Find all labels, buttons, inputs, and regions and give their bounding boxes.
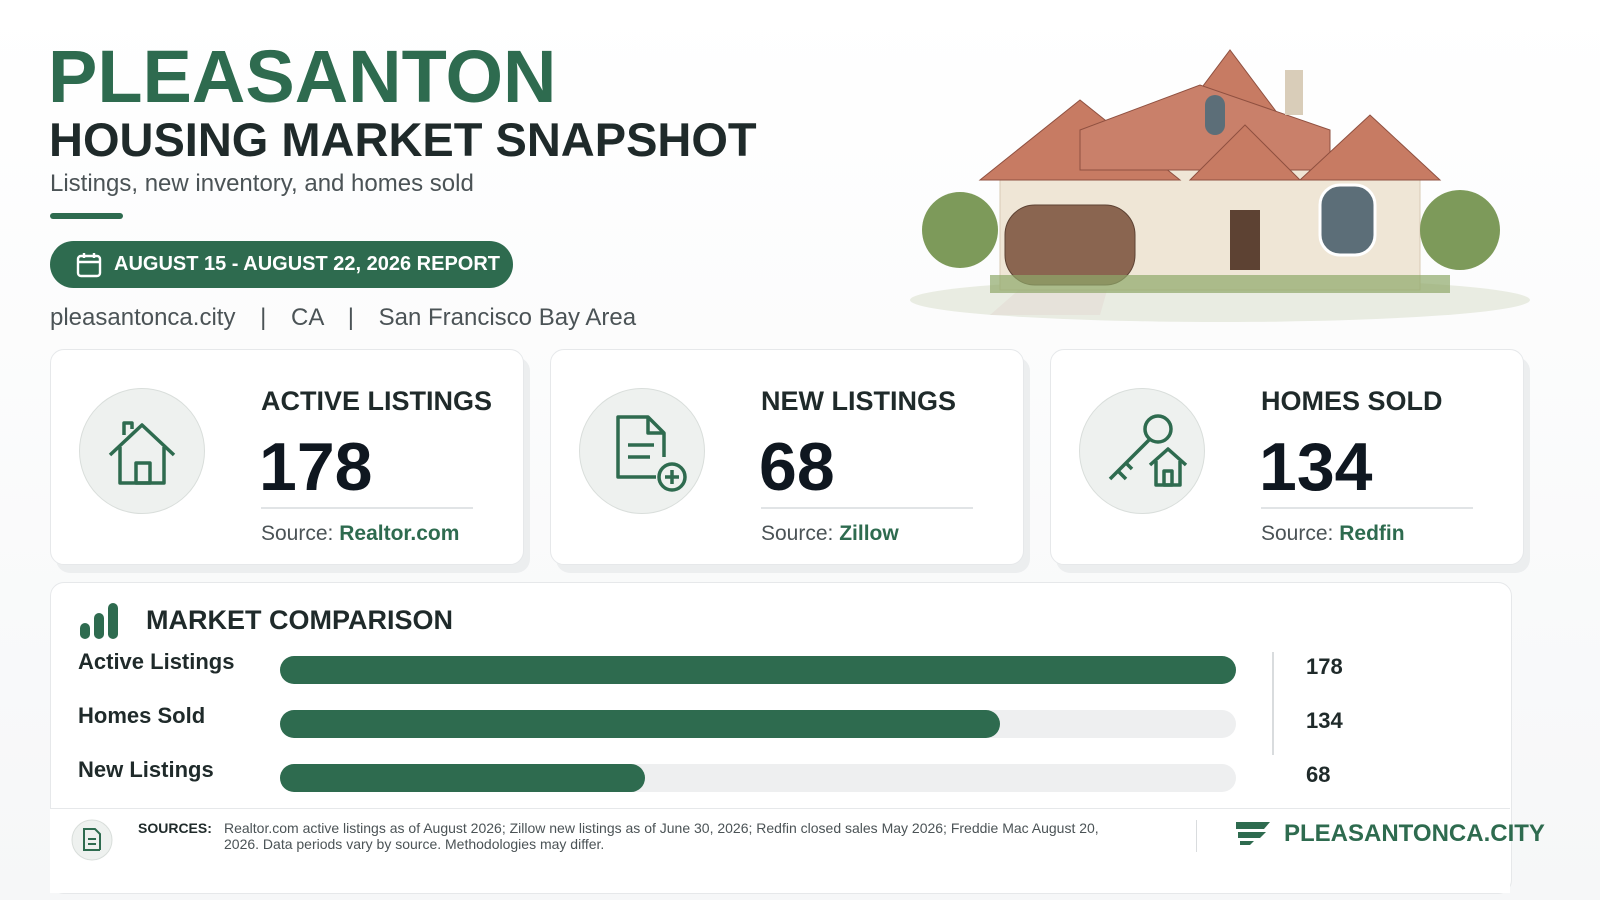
document-icon bbox=[616, 415, 687, 492]
value-label: 134 bbox=[1306, 708, 1343, 733]
sources-label: SOURCES: bbox=[138, 820, 212, 836]
sources-text: Realtor.com active listings as of August… bbox=[224, 820, 1099, 852]
house-illustration bbox=[910, 49, 1530, 322]
bar bbox=[280, 764, 646, 792]
bar-track bbox=[280, 656, 1236, 684]
card-source: Source: Zillow bbox=[761, 522, 899, 546]
value-label: 178 bbox=[1306, 654, 1343, 679]
subtitle: HOUSING MARKET SNAPSHOT bbox=[49, 113, 757, 166]
report-badge: AUGUST 15 - AUGUST 22, 2026 REPORT bbox=[50, 241, 513, 288]
divider bbox=[1272, 652, 1274, 755]
card-label: NEW LISTINGS bbox=[761, 386, 956, 416]
card-rule bbox=[261, 507, 473, 509]
category-label: Active Listings bbox=[78, 649, 235, 674]
calendar-icon bbox=[76, 253, 102, 278]
source-name: Redfin bbox=[1339, 522, 1405, 545]
meta-line: pleasantonca.city | CA | San Francisco B… bbox=[50, 304, 636, 332]
bar-track bbox=[280, 710, 1236, 738]
divider bbox=[1196, 820, 1197, 852]
state: CA bbox=[291, 304, 324, 331]
value-label: 68 bbox=[1306, 762, 1331, 787]
brand-logo bbox=[1236, 822, 1270, 845]
key-icon bbox=[1108, 414, 1188, 487]
category-label: Homes Sold bbox=[78, 703, 206, 728]
bar bbox=[280, 710, 1000, 738]
card-rule bbox=[1261, 507, 1473, 509]
card-rule bbox=[761, 507, 973, 509]
comparison-title: MARKET COMPARISON bbox=[146, 605, 453, 635]
region: San Francisco Bay Area bbox=[378, 304, 637, 331]
card-source: Source: Redfin bbox=[1261, 522, 1405, 546]
bars-icon bbox=[80, 603, 118, 639]
bar-track bbox=[280, 764, 1236, 792]
separator: | bbox=[260, 304, 267, 331]
category-label: New Listings bbox=[78, 757, 214, 782]
card-value: 68 bbox=[759, 429, 835, 505]
stat-card: ACTIVE LISTINGS 178 Source: Realtor.com bbox=[50, 349, 524, 565]
accent-rule bbox=[50, 213, 123, 219]
stat-card: HOMES SOLD 134 Source: Redfin bbox=[1050, 349, 1524, 565]
source-name: Zillow bbox=[839, 522, 899, 545]
card-source: Source: Realtor.com bbox=[261, 522, 459, 546]
stat-card: NEW LISTINGS 68 Source: Zillow bbox=[550, 349, 1024, 565]
website: pleasantonca.city bbox=[50, 304, 236, 331]
report-dates: AUGUST 15 - AUGUST 22, 2026 REPORT bbox=[114, 253, 501, 275]
card-value: 134 bbox=[1259, 429, 1373, 505]
bar bbox=[280, 656, 1236, 684]
brand: PLEASANTONCA.CITY bbox=[1284, 820, 1545, 847]
house-icon bbox=[108, 421, 176, 485]
source-prefix: Source: bbox=[261, 522, 334, 545]
card-label: ACTIVE LISTINGS bbox=[261, 386, 493, 416]
icon-circle bbox=[579, 388, 705, 514]
tagline: Listings, new inventory, and homes sold bbox=[50, 170, 474, 197]
title: PLEASANTON bbox=[48, 35, 557, 118]
source-prefix: Source: bbox=[1261, 522, 1334, 545]
icon-circle bbox=[79, 388, 205, 514]
source-prefix: Source: bbox=[761, 522, 834, 545]
card-value: 178 bbox=[259, 429, 373, 505]
separator: | bbox=[347, 304, 354, 331]
icon-circle bbox=[1079, 388, 1205, 514]
sources-icon bbox=[71, 819, 113, 861]
source-name: Realtor.com bbox=[339, 522, 460, 545]
card-label: HOMES SOLD bbox=[1261, 386, 1443, 416]
